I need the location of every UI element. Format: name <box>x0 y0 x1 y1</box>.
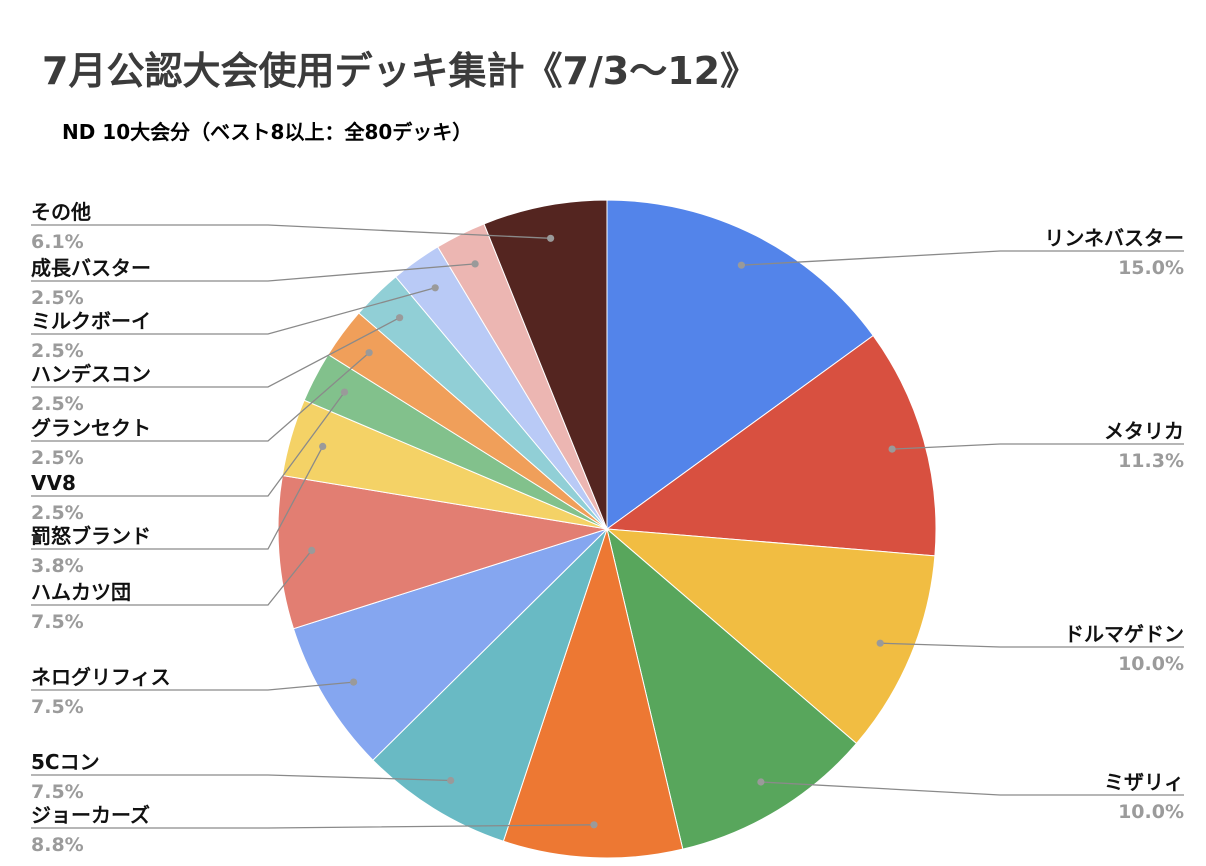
slice-label-8: 罰怒ブランド <box>31 524 151 548</box>
slice-pct-6: 7.5% <box>31 696 84 718</box>
leader-dot-8 <box>319 442 327 450</box>
slice-pct-7: 7.5% <box>31 611 84 633</box>
slice-label-11: ハンデスコン <box>31 362 151 386</box>
leader-dot-2 <box>876 639 884 647</box>
leader-dot-1 <box>888 445 896 453</box>
leader-line-5 <box>31 774 451 782</box>
leader-line-7 <box>31 549 313 606</box>
leader-line-3 <box>760 781 1184 796</box>
leader-line-11 <box>31 317 400 388</box>
slice-label-9: VV8 <box>31 471 76 495</box>
slice-pct-3: 10.0% <box>1118 801 1184 823</box>
slice-pct-9: 2.5% <box>31 502 84 524</box>
leader-line-8 <box>31 446 324 550</box>
leader-line-12 <box>31 287 436 335</box>
leader-line-1 <box>892 443 1184 450</box>
slice-label-10: グランセクト <box>31 416 151 440</box>
slice-pct-4: 8.8% <box>31 834 84 856</box>
pie-slice-2 <box>605 528 936 745</box>
leader-line-0 <box>741 250 1184 266</box>
leader-dot-0 <box>737 261 746 269</box>
slice-label-7: ハムカツ団 <box>31 580 131 604</box>
leader-line-4 <box>31 824 595 829</box>
slice-labels: リンネバスター 15.0% メタリカ 11.3% ドルマゲドン 10.0% ミザリィ 10.0… <box>31 200 1184 856</box>
leader-dot-7 <box>308 546 316 555</box>
slice-pct-2: 10.0% <box>1118 653 1184 675</box>
pie-slice-4 <box>502 527 684 859</box>
pie-slices <box>277 199 937 859</box>
leader-dot-3 <box>757 778 765 786</box>
slice-pct-10: 2.5% <box>31 447 84 469</box>
slice-pct-12: 2.5% <box>31 340 84 362</box>
pie-slice-1 <box>605 334 937 557</box>
pie-slice-0 <box>606 199 874 530</box>
pie-slice-5 <box>372 528 608 842</box>
slice-label-5: 5Cコン <box>31 750 100 774</box>
slice-label-6: ネログリフィス <box>31 665 171 689</box>
leader-line-14 <box>31 224 551 239</box>
leader-line-2 <box>880 642 1184 648</box>
leader-dot-6 <box>350 678 358 686</box>
slice-pct-0: 15.0% <box>1118 257 1184 279</box>
slice-label-2: ドルマゲドン <box>1064 622 1184 646</box>
chart-subtitle: ND 10大会分（ベスト8以上：全80デッキ） <box>62 120 473 144</box>
leader-dot-12 <box>431 284 439 292</box>
leader-dot-11 <box>396 314 404 322</box>
leader-dot-5 <box>447 776 455 785</box>
leader-line-6 <box>31 681 354 691</box>
slice-pct-14: 6.1% <box>31 231 84 253</box>
leader-dot-9 <box>340 388 349 396</box>
pie-slice-6 <box>292 528 608 761</box>
slice-label-12: ミルクボーイ <box>31 309 151 333</box>
pie-slice-3 <box>606 527 858 850</box>
leader-line-13 <box>31 263 476 282</box>
leader-line-10 <box>31 352 370 442</box>
slice-label-13: 成長バスター <box>31 256 151 280</box>
chart-title: 7月公認大会使用デッキ集計《7/3〜12》 <box>42 49 759 93</box>
slice-label-1: メタリカ <box>1104 419 1184 443</box>
leader-dot-4 <box>590 821 598 829</box>
slice-pct-13: 2.5% <box>31 287 84 309</box>
leader-dot-10 <box>365 349 373 357</box>
leader-dot-14 <box>547 234 555 242</box>
slice-label-0: リンネバスター <box>1044 226 1184 250</box>
pie-slice-14 <box>483 199 608 530</box>
pie-slice-7 <box>277 474 608 630</box>
slice-pct-5: 7.5% <box>31 781 84 803</box>
slice-pct-1: 11.3% <box>1118 450 1184 472</box>
leader-dot-13 <box>471 260 479 268</box>
slice-label-3: ミザリィ <box>1104 770 1184 794</box>
slice-pct-11: 2.5% <box>31 393 84 415</box>
leader-line-9 <box>31 391 346 497</box>
slice-label-14: その他 <box>31 200 91 224</box>
slice-label-4: ジョーカーズ <box>31 803 150 827</box>
leader-lines <box>31 224 1184 829</box>
slice-pct-8: 3.8% <box>31 555 84 577</box>
